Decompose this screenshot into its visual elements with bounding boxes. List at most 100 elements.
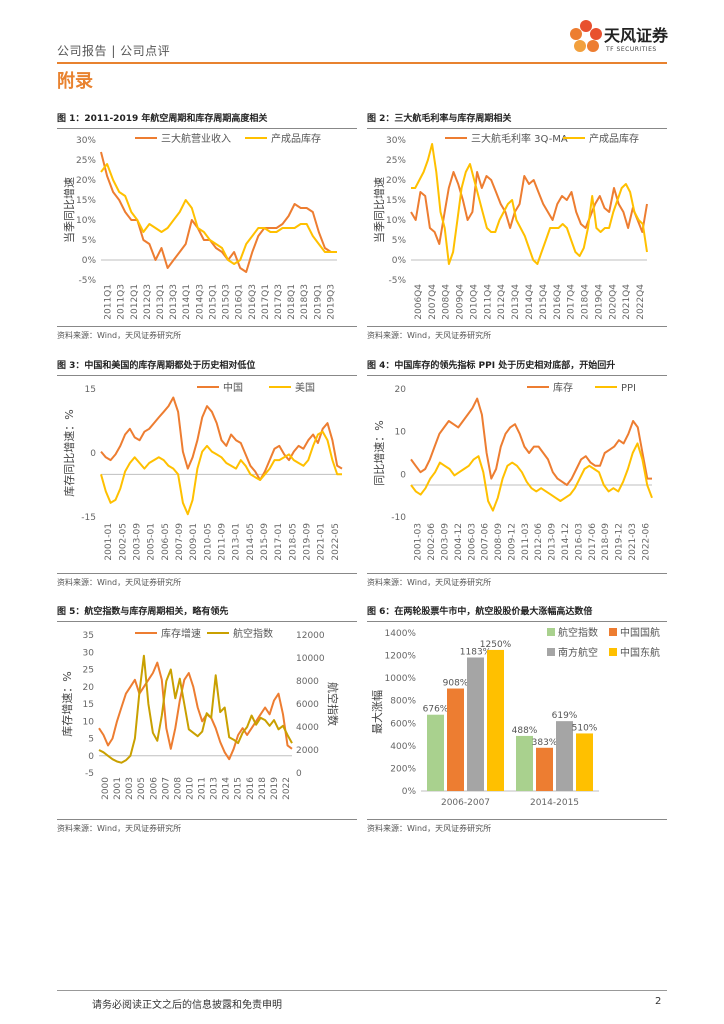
legend-label: 中国国航	[620, 626, 660, 639]
figure-3: 图 3：中国和美国的库存周期都处于历史相对低位 -15 0 15 库存同比增速：% 20…	[57, 357, 357, 589]
bar-3	[556, 721, 573, 791]
bar-3	[467, 657, 484, 791]
y-tick-label: 0	[400, 470, 406, 480]
x-tick-label: 2006-05	[161, 523, 171, 561]
x-tick-label: 2017Q3	[274, 284, 284, 320]
figure-source: 资料来源：Wind，天风证券研究所	[57, 819, 357, 834]
y-axis-title: 库存同比增速：%	[62, 409, 76, 496]
y2-tick-label: 12000	[296, 631, 325, 641]
bar-value-label: 619%	[552, 711, 578, 721]
header-divider	[57, 62, 667, 64]
x-tick-label: 2010Q4	[469, 284, 479, 320]
x-tick-label: 2008	[173, 777, 183, 800]
y-axis-title: 库存增速：%	[60, 671, 74, 736]
x-tick-label: 2016Q4	[553, 284, 563, 320]
x-tick-label: 2011Q3	[117, 284, 127, 320]
x-tick-label: 2005-01	[147, 523, 157, 561]
bar-2	[536, 747, 553, 791]
y-tick-label: 1400%	[385, 629, 417, 639]
x-tick-label: 2011-09	[218, 523, 228, 561]
x-tick-label: 2011	[198, 777, 208, 800]
x-tick-label: 2007	[161, 777, 171, 800]
series-line-1	[410, 171, 648, 245]
y-tick-label: 0%	[402, 787, 417, 797]
x-tick-label: 2007-06	[481, 523, 491, 561]
bar-value-label: 676%	[423, 705, 449, 715]
x-tick-label: 2016-03	[574, 523, 584, 561]
legend-label: 美国	[295, 381, 315, 394]
figure-4: 图 4：中国库存的领先指标 PPI 处于历史相对底部，开始回升 -10 0 10 20…	[367, 357, 667, 589]
y-axis-title: 当季同比增速	[372, 177, 386, 243]
x-tick-label: 2018-09	[601, 523, 611, 561]
x-tick-label: 2014Q4	[525, 284, 535, 320]
series-line-1	[100, 396, 343, 481]
y-tick-label: -5	[85, 769, 94, 779]
y-tick-label: -5%	[388, 276, 406, 286]
y-tick-label: 20%	[386, 176, 406, 186]
legend-label: 航空指数	[558, 626, 598, 639]
x-tick-label: 2009-01	[189, 523, 199, 561]
x-tick-label: 2008-09	[494, 523, 504, 561]
legend-label: 航空指数	[233, 627, 273, 640]
x-tick-label: 2013Q4	[511, 284, 521, 320]
figure-title: 图 4：中国库存的领先指标 PPI 处于历史相对底部，开始回升	[367, 357, 667, 376]
y2-tick-label: 6000	[296, 700, 319, 710]
x-category-label: 2014-2015	[530, 798, 579, 808]
x-tick-label: 2015	[234, 777, 244, 800]
y2-tick-label: 8000	[296, 677, 319, 687]
legend-label: 中国	[223, 381, 243, 394]
page-number: 2	[655, 996, 662, 1007]
y-axis-title: 当季同比增速	[62, 177, 76, 243]
figure-source: 资料来源：Wind，天风证券研究所	[57, 573, 357, 588]
y-tick-label: 0%	[82, 256, 97, 266]
y-tick-label: 35	[83, 631, 94, 641]
x-tick-label: 2022-06	[641, 523, 651, 561]
figure-5: 图 5：航空指数与库存周期相关，略有领先 -5 0 5 10 15 20 25 30 35 库存增…	[57, 603, 357, 835]
series-line-1	[98, 661, 293, 761]
x-tick-label: 2001-01	[104, 523, 114, 561]
x-tick-label: 2014	[222, 777, 232, 800]
y-tick-label: 600%	[390, 719, 416, 729]
x-tick-label: 2001-03	[414, 523, 424, 561]
y-tick-label: 10%	[76, 216, 96, 226]
x-tick-label: 2021Q4	[622, 284, 632, 320]
y-tick-label: 15%	[386, 196, 406, 206]
legend-label: 库存	[553, 381, 573, 394]
flower-logo-icon	[570, 20, 602, 52]
x-tick-label: 2018-05	[288, 523, 298, 561]
y-tick-label: 20%	[76, 176, 96, 186]
y-tick-label: 30%	[386, 136, 406, 146]
bar-value-label: 510%	[572, 723, 598, 733]
x-tick-label: 2016Q3	[248, 284, 258, 320]
y-tick-label: 25%	[76, 156, 96, 166]
y-tick-label: 10%	[386, 216, 406, 226]
y-tick-label: -10	[391, 513, 406, 523]
legend-label: 中国东航	[620, 646, 660, 659]
x-tick-label: 2013Q3	[169, 284, 179, 320]
x-tick-label: 2005	[137, 777, 147, 800]
bar-4	[576, 733, 593, 791]
x-tick-label: 2016	[246, 777, 256, 800]
x-tick-label: 2003-09	[132, 523, 142, 561]
x-tick-label: 2018	[258, 777, 268, 800]
y-tick-label: 10	[395, 428, 407, 438]
x-tick-label: 2011Q4	[483, 284, 493, 320]
legend-swatch	[609, 628, 617, 636]
series-line-1	[410, 397, 652, 486]
chart-china-us-inventory: -15 0 15 库存同比增速：% 2001-01 2002-05 2003-09 2005-…	[62, 381, 343, 561]
x-tick-label: 2001	[113, 777, 123, 800]
y-tick-label: 1200%	[385, 652, 417, 662]
series-line-2	[100, 163, 337, 265]
x-tick-label: 2012Q4	[497, 284, 507, 320]
x-tick-label: 2014Q1	[182, 284, 192, 320]
x-tick-label: 2003-09	[440, 523, 450, 561]
report-type: 公司报告 | 公司点评	[57, 44, 171, 58]
y-tick-label: 1000%	[385, 674, 417, 684]
y-tick-label: 30	[83, 648, 95, 658]
x-tick-label: 2012-06	[534, 523, 544, 561]
x-tick-label: 2010-05	[203, 523, 213, 561]
x-tick-label: 2020Q4	[608, 284, 618, 320]
x-tick-label: 2017-06	[588, 523, 598, 561]
y-tick-label: -5%	[78, 276, 96, 286]
bar-2	[447, 688, 464, 791]
